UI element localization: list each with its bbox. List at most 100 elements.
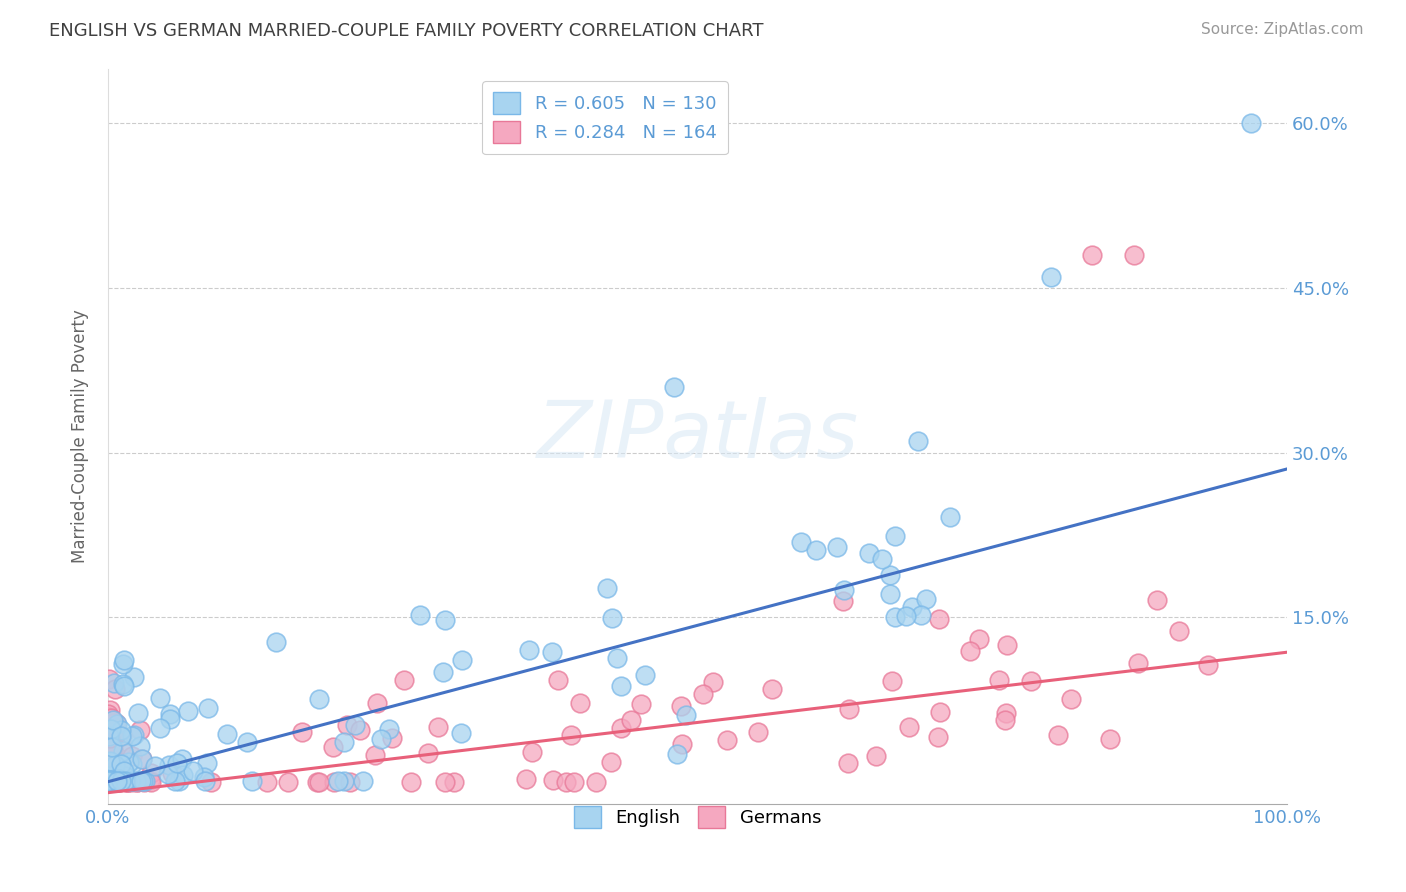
Point	[107, 756, 129, 771]
Point	[98, 731, 121, 745]
Point	[97, 774, 120, 789]
Text: ENGLISH VS GERMAN MARRIED-COUPLE FAMILY POVERTY CORRELATION CHART: ENGLISH VS GERMAN MARRIED-COUPLE FAMILY …	[49, 22, 763, 40]
Point	[97, 774, 120, 789]
Point	[880, 673, 903, 688]
Point	[107, 774, 129, 789]
Point	[1146, 592, 1168, 607]
Point	[277, 774, 299, 789]
Point	[98, 774, 121, 789]
Point	[884, 609, 907, 624]
Point	[107, 773, 129, 788]
Point	[97, 769, 120, 783]
Point	[112, 680, 135, 694]
Point	[103, 774, 125, 789]
Point	[994, 713, 1017, 727]
Point	[131, 751, 153, 765]
Point	[98, 773, 121, 788]
Point	[169, 773, 191, 788]
Point	[111, 738, 134, 752]
Point	[517, 643, 540, 657]
Point	[370, 732, 392, 747]
Point	[378, 723, 401, 737]
Point	[103, 774, 125, 789]
Point	[111, 657, 134, 671]
Point	[105, 716, 128, 731]
Point	[865, 748, 887, 763]
Point	[927, 730, 949, 744]
Point	[434, 613, 457, 627]
Point	[129, 773, 152, 788]
Point	[541, 645, 564, 659]
Point	[832, 582, 855, 597]
Point	[547, 673, 569, 688]
Point	[98, 774, 121, 789]
Point	[879, 586, 901, 600]
Point	[98, 703, 121, 717]
Point	[97, 774, 120, 789]
Point	[761, 682, 783, 697]
Point	[97, 774, 120, 789]
Point	[352, 773, 374, 788]
Point	[101, 713, 124, 727]
Point	[101, 773, 124, 788]
Point	[143, 759, 166, 773]
Point	[879, 568, 901, 582]
Point	[100, 756, 122, 770]
Point	[928, 612, 950, 626]
Point	[858, 545, 880, 559]
Point	[121, 774, 143, 789]
Point	[121, 748, 143, 763]
Point	[914, 592, 936, 607]
Point	[122, 670, 145, 684]
Point	[100, 774, 122, 789]
Point	[333, 773, 356, 788]
Y-axis label: Married-Couple Family Poverty: Married-Couple Family Poverty	[72, 310, 89, 563]
Point	[339, 774, 361, 789]
Point	[630, 697, 652, 711]
Point	[97, 774, 120, 789]
Point	[634, 667, 657, 681]
Point	[98, 774, 121, 789]
Point	[107, 764, 129, 779]
Point	[98, 774, 121, 789]
Legend: English, Germans: English, Germans	[567, 798, 828, 835]
Point	[104, 718, 127, 732]
Point	[399, 774, 422, 789]
Point	[97, 728, 120, 742]
Point	[115, 773, 138, 788]
Point	[101, 774, 124, 789]
Point	[1046, 728, 1069, 742]
Point	[159, 712, 181, 726]
Point	[104, 758, 127, 772]
Point	[97, 772, 120, 787]
Point	[98, 773, 121, 788]
Point	[118, 773, 141, 788]
Point	[1060, 691, 1083, 706]
Point	[112, 773, 135, 788]
Point	[451, 653, 474, 667]
Point	[959, 644, 981, 658]
Point	[108, 772, 131, 786]
Point	[127, 706, 149, 720]
Point	[128, 739, 150, 754]
Point	[837, 756, 859, 770]
Point	[117, 774, 139, 789]
Point	[364, 747, 387, 762]
Point	[97, 762, 120, 776]
Point	[97, 737, 120, 751]
Point	[104, 681, 127, 696]
Point	[101, 753, 124, 767]
Point	[197, 701, 219, 715]
Point	[101, 739, 124, 753]
Point	[107, 750, 129, 764]
Point	[240, 773, 263, 788]
Point	[97, 774, 120, 789]
Point	[409, 607, 432, 622]
Point	[97, 752, 120, 766]
Point	[107, 774, 129, 789]
Text: Source: ZipAtlas.com: Source: ZipAtlas.com	[1201, 22, 1364, 37]
Point	[101, 773, 124, 788]
Point	[114, 769, 136, 783]
Point	[103, 774, 125, 789]
Point	[121, 773, 143, 788]
